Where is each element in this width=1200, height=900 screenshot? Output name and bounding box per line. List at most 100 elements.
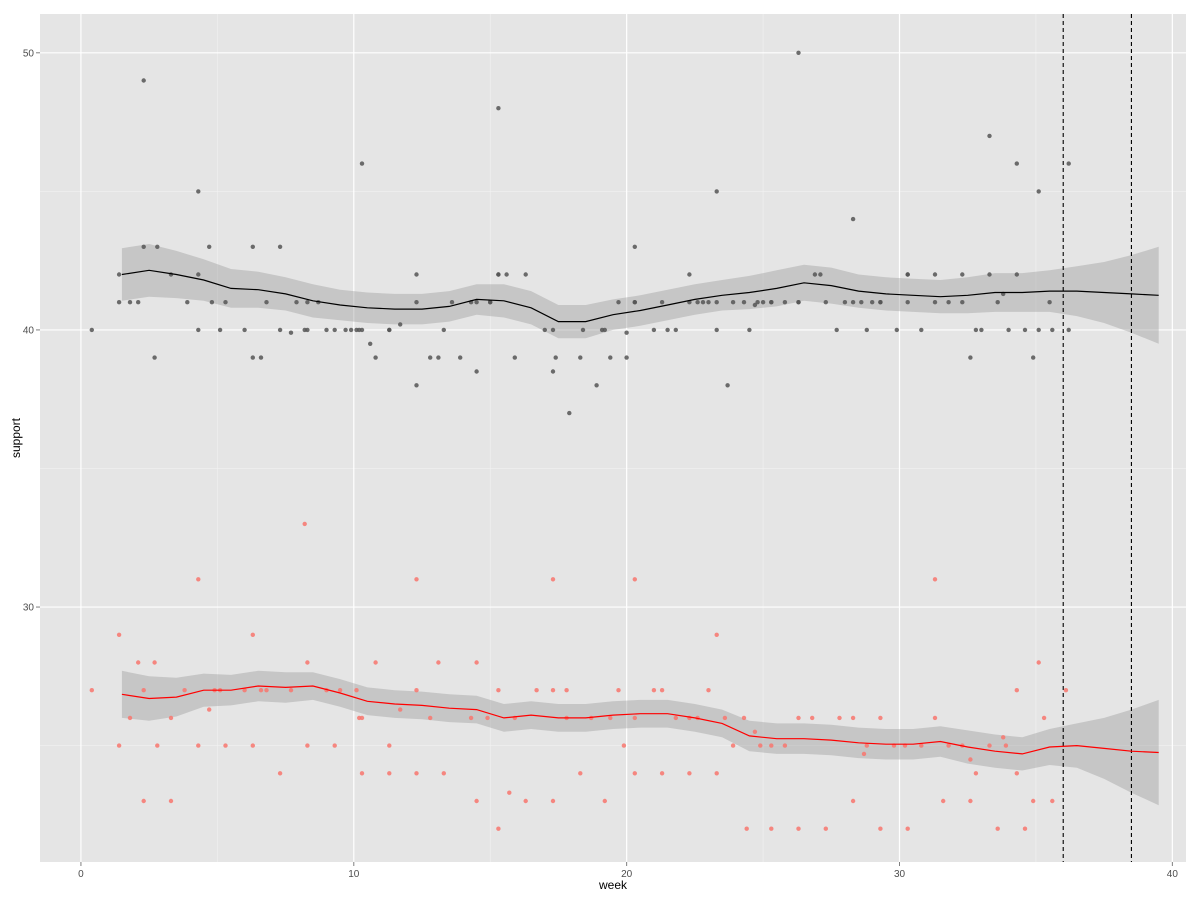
y-tick-label: 40 <box>23 325 35 336</box>
data-point <box>864 327 869 333</box>
data-point <box>250 355 255 360</box>
data-point <box>127 715 133 721</box>
data-point <box>1063 688 1069 693</box>
plot-panel <box>40 14 1186 862</box>
data-point <box>837 715 842 721</box>
data-point <box>632 771 637 776</box>
grid-lines <box>40 14 1186 862</box>
data-point <box>782 743 788 748</box>
data-point <box>196 327 201 333</box>
data-point <box>878 300 883 305</box>
data-point <box>207 244 212 249</box>
data-point <box>665 327 670 333</box>
data-point <box>152 660 157 665</box>
data-point <box>987 743 992 748</box>
data-point <box>651 327 657 333</box>
data-point <box>608 355 613 360</box>
data-point <box>968 757 973 762</box>
y-tick-label: 50 <box>23 48 35 59</box>
data-point <box>373 355 378 360</box>
data-point <box>305 300 310 305</box>
data-point <box>1050 327 1055 333</box>
data-point <box>850 715 856 721</box>
data-point <box>485 715 490 721</box>
smooth-line <box>121 269 1159 323</box>
data-point <box>136 300 141 305</box>
data-point <box>632 715 637 721</box>
confidence-band <box>121 244 1159 344</box>
data-point <box>414 300 419 305</box>
data-point <box>414 383 419 388</box>
data-point <box>305 660 310 665</box>
data-point <box>621 743 627 748</box>
data-point <box>504 272 509 277</box>
data-point <box>752 302 758 308</box>
data-point <box>217 327 223 333</box>
data-point <box>812 272 818 277</box>
data-point <box>973 771 979 776</box>
data-point <box>905 826 910 831</box>
data-point <box>398 707 403 712</box>
data-point <box>1022 826 1028 831</box>
data-point <box>878 715 883 721</box>
data-point <box>752 729 758 734</box>
data-point <box>305 743 310 748</box>
data-point <box>744 826 749 831</box>
data-point <box>242 688 247 693</box>
data-point <box>387 743 392 748</box>
smooth-line <box>121 685 1159 755</box>
data-point <box>1014 771 1019 776</box>
data-point <box>185 300 190 305</box>
data-point <box>995 300 1000 305</box>
data-point <box>700 300 706 305</box>
data-point <box>332 327 337 333</box>
data-point <box>842 300 848 305</box>
data-point <box>474 300 479 305</box>
data-point <box>616 688 621 693</box>
data-point <box>932 715 938 721</box>
data-point <box>428 355 433 360</box>
data-point <box>659 771 665 776</box>
data-point <box>258 688 264 693</box>
data-point <box>687 771 692 776</box>
data-point <box>196 743 201 748</box>
reference-lines <box>1062 14 1132 862</box>
data-point <box>894 327 899 333</box>
data-point <box>127 300 133 305</box>
data-point <box>305 327 310 333</box>
data-point <box>567 410 572 416</box>
data-point <box>332 743 337 748</box>
data-point <box>932 577 938 582</box>
data-point <box>823 826 828 831</box>
data-point <box>250 632 255 637</box>
data-point <box>602 327 607 333</box>
data-point <box>1031 355 1036 360</box>
data-point <box>769 743 774 748</box>
data-point <box>196 272 201 277</box>
data-point <box>553 355 558 360</box>
data-point <box>1031 798 1036 804</box>
data-point <box>968 355 973 360</box>
data-point <box>632 300 637 305</box>
data-point <box>722 715 728 721</box>
x-tick-label: 10 <box>348 869 360 880</box>
data-point <box>796 826 801 831</box>
data-point <box>725 383 730 388</box>
data-point <box>368 341 373 346</box>
data-point <box>632 577 637 582</box>
data-point <box>578 771 583 776</box>
data-point <box>223 743 228 748</box>
data-point <box>673 327 678 333</box>
data-point <box>141 688 146 693</box>
data-point <box>968 798 973 804</box>
data-point <box>359 161 365 166</box>
data-point <box>288 330 294 335</box>
x-axis-title: week <box>598 878 628 892</box>
data-point <box>616 300 621 305</box>
data-point <box>714 771 719 776</box>
data-point <box>973 327 979 333</box>
data-point <box>550 369 556 374</box>
data-point <box>714 189 719 194</box>
data-point <box>810 715 815 721</box>
